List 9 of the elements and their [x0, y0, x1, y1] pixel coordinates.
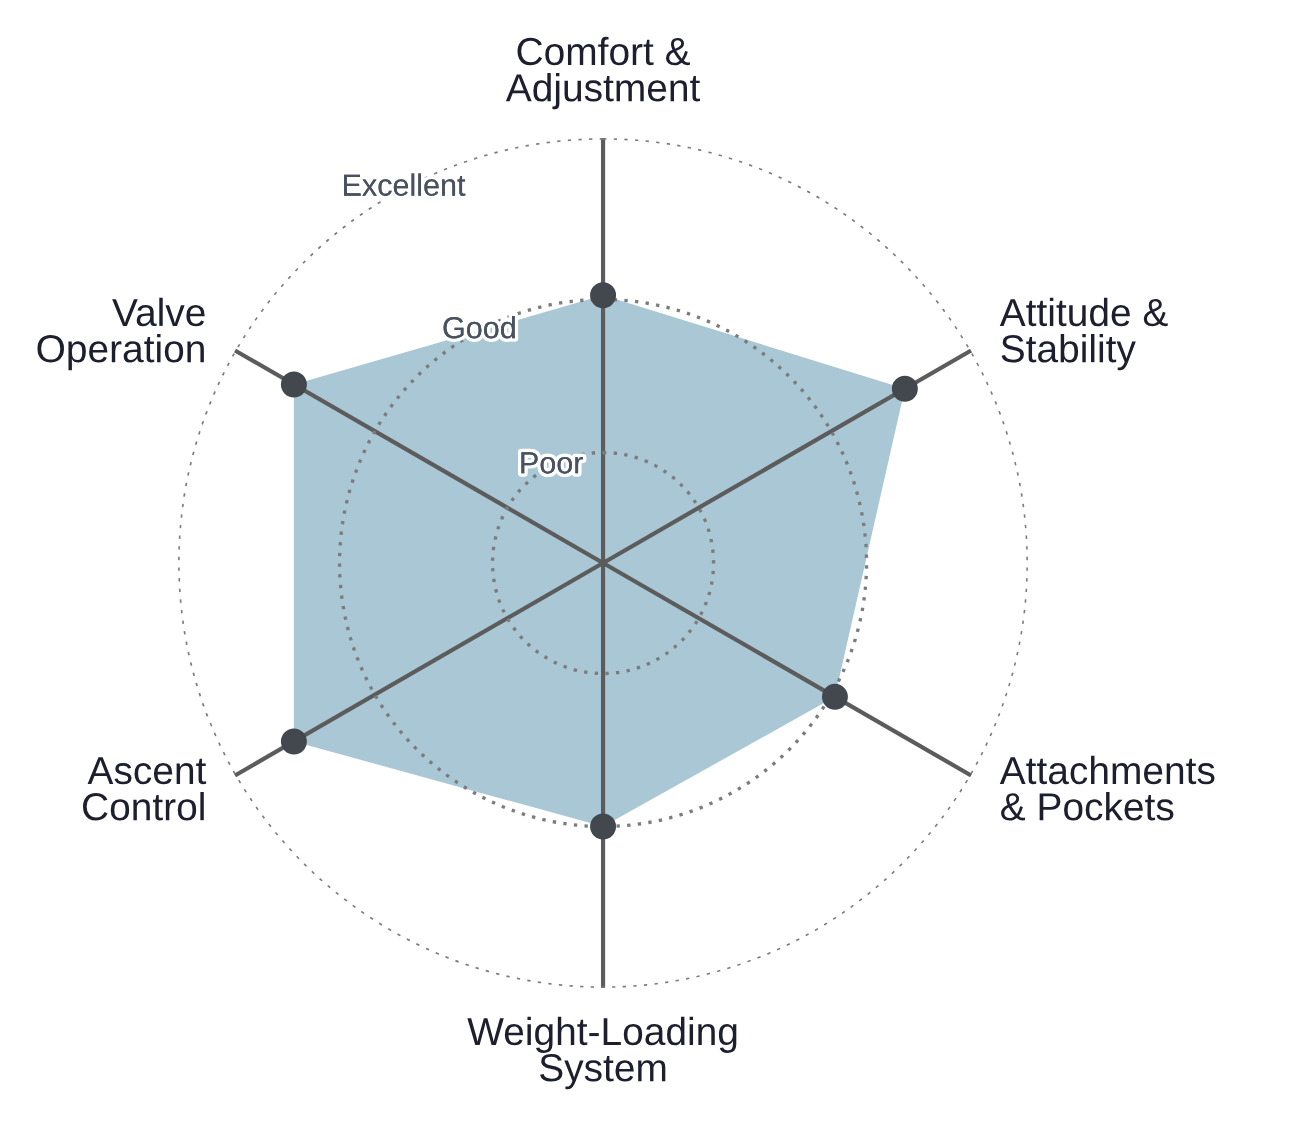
spoke-label: Comfort & Adjustment	[505, 36, 701, 110]
spoke-label: Attitude & Stability	[999, 297, 1168, 371]
y-tick-label: Good	[443, 316, 515, 339]
spoke-label: Valve Operation	[37, 297, 205, 371]
y-tick-label: Excellent	[344, 173, 466, 196]
spoke-label: Weight-Loading System	[467, 1016, 737, 1090]
y-tick-label: Poor	[521, 452, 583, 474]
spoke-label: Attachments & Pockets	[999, 755, 1215, 821]
spoke-label: Ascent Control	[83, 757, 207, 821]
